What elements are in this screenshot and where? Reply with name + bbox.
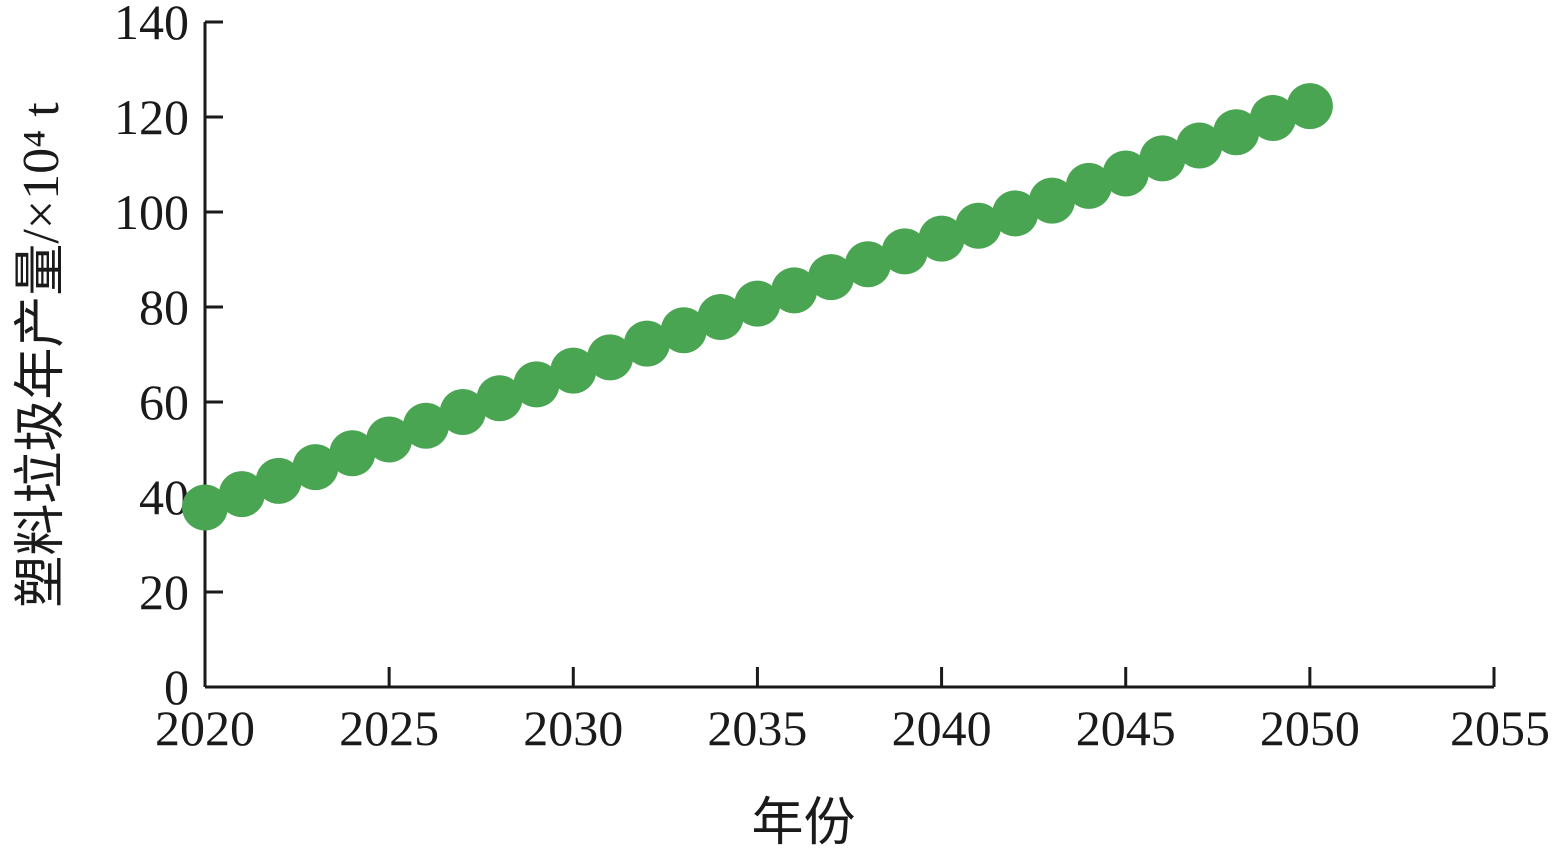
y-tick-label: 80: [139, 279, 189, 335]
y-axis-title: 塑料垃圾年产量/×10⁴ t: [13, 102, 70, 608]
x-axis-title: 年份: [751, 795, 855, 852]
data-point: [1102, 150, 1149, 197]
x-tick-label: 2020: [155, 700, 255, 756]
data-point: [255, 457, 302, 504]
x-tick-label: 2050: [1260, 700, 1360, 756]
data-point: [587, 334, 634, 381]
data-point: [182, 484, 228, 531]
data-point: [881, 228, 928, 275]
y-tick-label: 60: [139, 374, 189, 430]
y-tick-label: 120: [114, 89, 189, 145]
y-tick-label: 140: [114, 0, 189, 50]
y-tick-label: 20: [139, 564, 189, 620]
data-point: [660, 307, 707, 354]
x-tick-label: 2035: [707, 700, 807, 756]
data-point: [366, 416, 413, 463]
data-point: [771, 267, 818, 314]
data-point: [623, 320, 670, 367]
data-point: [292, 444, 339, 491]
data-point: [1176, 122, 1223, 169]
data-point: [1250, 94, 1297, 141]
y-tick-label: 40: [139, 469, 189, 525]
data-point: [329, 430, 376, 477]
data-point: [734, 280, 781, 327]
y-axis-ticks: 0 20 40 60 80 100 120 140: [114, 0, 223, 715]
data-point: [1029, 177, 1076, 224]
data-point: [1139, 135, 1186, 182]
data-point: [808, 254, 855, 301]
y-tick-label: 0: [164, 659, 189, 715]
data-point: [513, 361, 560, 408]
data-point: [402, 402, 449, 449]
data-point: [844, 241, 891, 288]
data-point: [218, 471, 265, 518]
data-point: [439, 388, 486, 435]
x-tick-label: 2040: [892, 700, 992, 756]
data-point: [550, 347, 597, 394]
y-tick-label: 100: [114, 184, 189, 240]
data-point: [1286, 83, 1333, 130]
x-tick-label: 2045: [1076, 700, 1176, 756]
x-tick-label: 2055: [1450, 700, 1550, 756]
data-point: [697, 293, 744, 340]
data-point: [918, 215, 965, 262]
data-points: [182, 83, 1333, 531]
x-tick-label: 2025: [339, 700, 439, 756]
data-point: [955, 202, 1002, 249]
data-point: [992, 190, 1039, 237]
data-point: [1065, 162, 1112, 209]
data-point: [476, 375, 523, 422]
x-tick-label: 2030: [523, 700, 623, 756]
data-point: [1213, 109, 1260, 156]
x-axis-ticks: 2020 2025 2030 2035 2040 2045 2050 2055: [155, 667, 1550, 756]
